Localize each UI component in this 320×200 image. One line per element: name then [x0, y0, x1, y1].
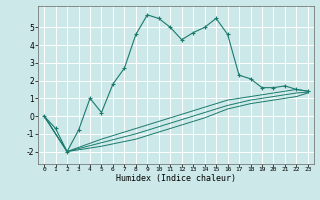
X-axis label: Humidex (Indice chaleur): Humidex (Indice chaleur) [116, 174, 236, 183]
